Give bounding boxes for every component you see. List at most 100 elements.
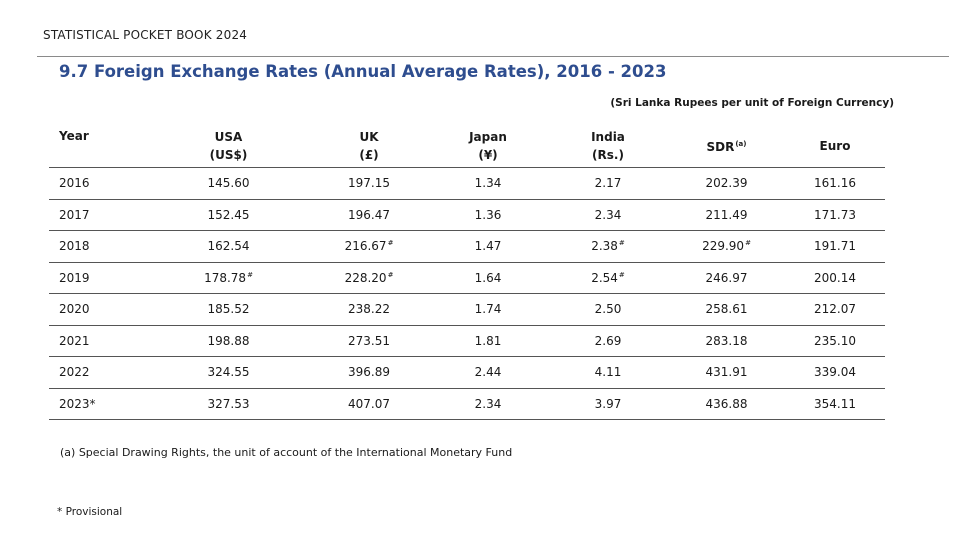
rate-value: 2.34 [594,207,622,222]
rate-cell: 191.71 [785,230,885,263]
revised-mark: # [745,239,751,248]
rate-value: 283.18 [705,333,748,348]
rate-value: 324.55 [207,365,250,380]
rate-cell: 4.11 [548,356,668,389]
column-header-label: SDR [706,140,735,154]
revised-mark: # [618,239,625,248]
table-row: 2022 324.55 396.89 2.44 4.11 431.91 339.04 [49,356,885,389]
rate-cell: 162.54 [147,230,310,263]
rate-cell: 431.91 [668,356,785,389]
rate-cell: 2.50 [548,293,668,326]
rate-cell: 185.52 [147,293,310,326]
rate-cell: 2.34 [428,388,548,420]
table-row: 2020 185.52 238.22 1.74 2.50 258.61 212.07 [49,293,885,326]
rate-value: 1.47 [474,239,502,254]
rate-cell: 1.34 [428,167,548,200]
rate-cell: 200.14 [785,262,885,294]
rate-value: 197.15 [348,176,390,191]
column-header: Japan (¥) [428,124,548,168]
rate-cell: 2.44 [428,356,548,389]
rate-cell: 211.49 [668,199,785,231]
rate-value: 185.52 [207,302,250,317]
year-cell: 2023* [49,388,147,420]
rate-cell: 228.20# [310,262,428,294]
rate-cell: 216.67# [310,230,428,263]
rate-value: 258.61 [705,302,748,317]
rate-cell: 436.88 [668,388,785,420]
rate-value: 246.97 [705,270,748,285]
column-header-unit: (¥) [478,147,498,162]
rate-cell: 196.47 [310,199,428,231]
rate-value: 327.53 [207,396,250,411]
rate-cell: 198.88 [147,325,310,357]
rate-value: 2.44 [474,365,502,380]
column-header: Year [49,124,147,168]
column-header-unit: (Rs.) [592,147,624,162]
rate-cell: 1.81 [428,325,548,357]
rate-value: 202.39 [705,176,748,191]
column-header: India (Rs.) [548,124,668,168]
rate-cell: 283.18 [668,325,785,357]
rate-cell: 161.16 [785,167,885,200]
rate-value: 229.90 [702,239,745,254]
rate-value: 1.34 [474,176,502,191]
table-body: 2016 145.60 197.15 1.34 2.17 202.39 161.16 2017… [49,167,885,420]
rate-cell: 258.61 [668,293,785,326]
rate-value: 216.67 [344,239,387,254]
rate-value: 396.89 [348,365,390,380]
rate-value: 162.54 [207,239,250,254]
rate-cell: 2.38# [548,230,668,263]
column-header-label: Euro [819,138,851,153]
rate-value: 2.38 [591,239,618,254]
rate-value: 178.78 [204,270,247,285]
rate-value: 2.69 [594,333,622,348]
year-cell: 2022 [49,356,147,389]
rate-value: 161.16 [814,176,856,191]
column-header-label: India [591,129,625,144]
rate-value: 198.88 [207,333,250,348]
rate-cell: 2.69 [548,325,668,357]
rate-value: 1.74 [474,302,502,317]
rate-cell: 1.47 [428,230,548,263]
table-row: 2019 178.78# 228.20# 1.64 2.54# 246.97 200.14 [49,262,885,294]
column-header: UK (£) [310,124,428,168]
column-header-unit: (US$) [209,147,248,162]
rate-value: 1.81 [474,333,502,348]
footnote-provisional: * Provisional [57,506,123,518]
year-cell: 2017 [49,199,147,231]
rate-cell: 145.60 [147,167,310,200]
rate-value: 211.49 [705,207,748,222]
page-title: 9.7 Foreign Exchange Rates (Annual Avera… [59,62,667,81]
rate-cell: 396.89 [310,356,428,389]
rate-value: 228.20 [344,270,387,285]
table-header-row: Year USA (US$) UK (£) Japan (¥) India (Rs.) SDR(a… [49,124,885,168]
year-cell: 2018 [49,230,147,263]
year-cell: 2021 [49,325,147,357]
year-cell: 2019 [49,262,147,294]
revised-mark: # [618,270,625,279]
rate-value: 2.50 [594,302,622,317]
rate-cell: 3.97 [548,388,668,420]
rate-cell: 202.39 [668,167,785,200]
rate-cell: 178.78# [147,262,310,294]
column-header-label: USA [214,129,243,144]
footnote-sdr: (a) Special Drawing Rights, the unit of … [60,446,513,459]
rate-cell: 324.55 [147,356,310,389]
rate-value: 436.88 [705,396,748,411]
rate-cell: 229.90# [668,230,785,263]
rate-value: 1.36 [474,207,502,222]
rate-value: 152.45 [207,207,250,222]
rate-value: 407.07 [348,396,390,411]
rate-cell: 1.36 [428,199,548,231]
table-row: 2016 145.60 197.15 1.34 2.17 202.39 161.16 [49,167,885,200]
column-header: USA (US$) [147,124,310,168]
rate-cell: 339.04 [785,356,885,389]
column-header: Euro [785,124,885,168]
rate-value: 200.14 [814,270,856,285]
rate-cell: 354.11 [785,388,885,420]
unit-note: (Sri Lanka Rupees per unit of Foreign Cu… [610,97,894,109]
rate-value: 196.47 [348,207,390,222]
column-header-label: UK [359,129,379,144]
table-row: 2021 198.88 273.51 1.81 2.69 283.18 235.10 [49,325,885,357]
rate-value: 235.10 [814,333,856,348]
